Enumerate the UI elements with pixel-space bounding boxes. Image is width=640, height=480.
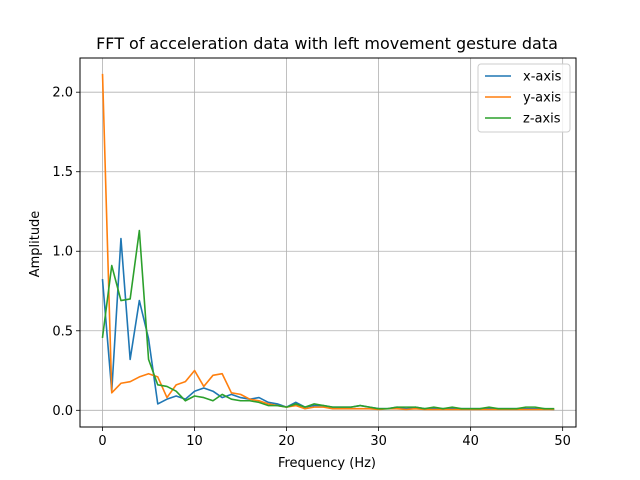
x-tick-label: 0 — [98, 434, 106, 449]
axis-ticks: 0 10 20 30 40 50 0.0 0.5 1.0 1.5 2.0 — [52, 86, 571, 449]
legend-label-x-axis: x-axis — [523, 70, 562, 85]
series-line-z-axis — [101, 229, 555, 410]
y-tick-label: 1.5 — [52, 165, 73, 180]
x-tick-label: 40 — [462, 434, 479, 449]
x-tick-label: 30 — [370, 434, 387, 449]
y-tick-label: 1.0 — [52, 245, 73, 260]
x-tick-label: 20 — [278, 434, 295, 449]
x-tick-label: 50 — [554, 434, 571, 449]
y-tick-label: 0.5 — [52, 324, 73, 339]
y-tick-label: 0.0 — [52, 404, 73, 419]
plot-lines — [101, 73, 555, 411]
axes-frame — [79, 57, 577, 428]
x-tick-label: 10 — [186, 434, 203, 449]
chart-title: FFT of acceleration data with left movem… — [96, 34, 558, 53]
y-axis-label: Amplitude — [28, 211, 43, 278]
legend-box — [477, 63, 571, 133]
legend: x-axis y-axis z-axis — [477, 63, 571, 133]
x-axis-label: Frequency (Hz) — [278, 456, 376, 471]
legend-label-y-axis: y-axis — [523, 91, 561, 106]
y-tick-label: 2.0 — [52, 86, 73, 101]
legend-label-z-axis: z-axis — [523, 112, 561, 127]
